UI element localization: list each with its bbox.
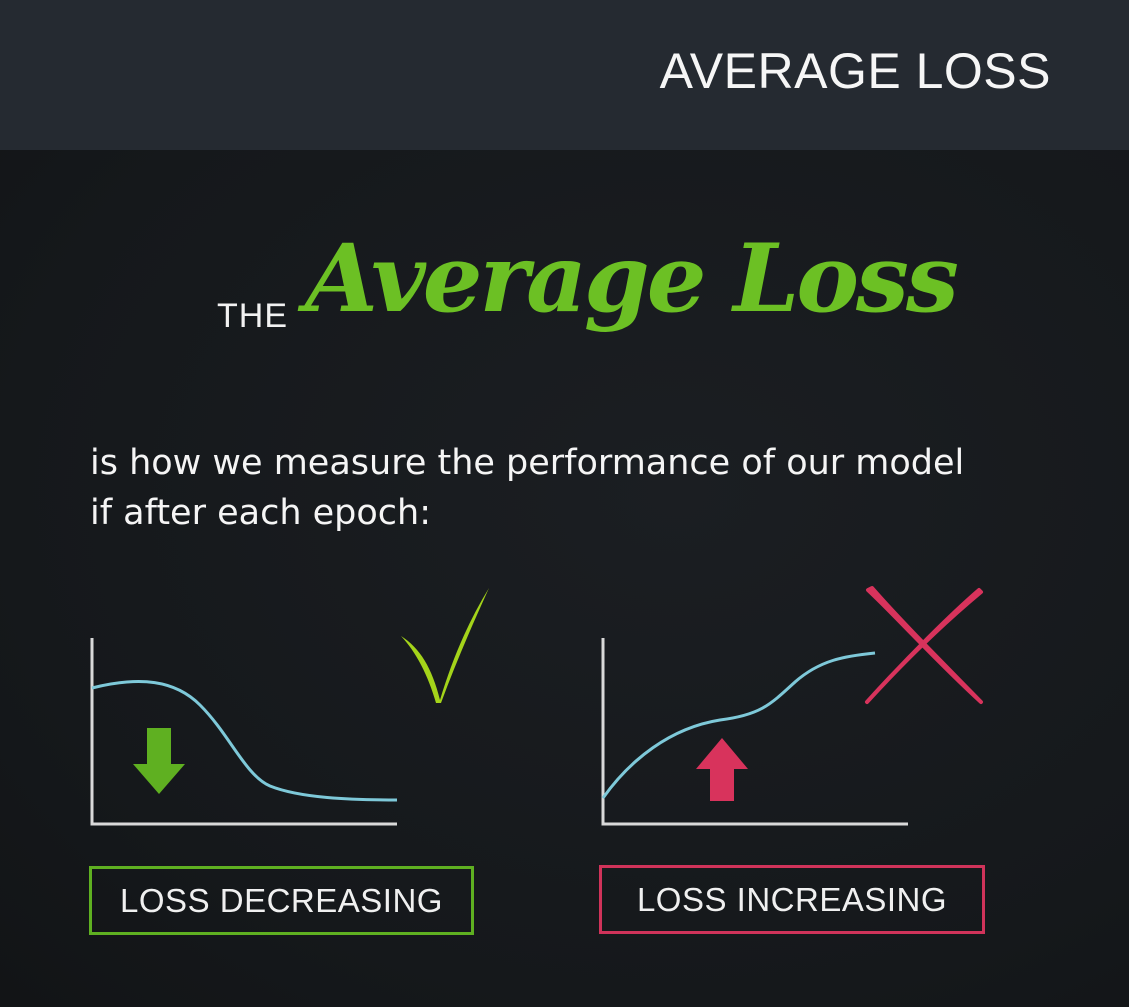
header-bar: AVERAGE LOSS	[0, 0, 1129, 150]
arrow-down-icon	[133, 728, 185, 794]
description-line-1: is how we measure the performance of our…	[90, 443, 965, 483]
description-line-2: if after each epoch:	[90, 493, 432, 533]
increasing-graph	[601, 638, 908, 826]
decreasing-curve	[91, 679, 398, 802]
loss-increasing-label: LOSS INCREASING	[599, 865, 985, 934]
description: is how we measure the performance of our…	[90, 438, 1050, 538]
loss-decreasing-label: LOSS DECREASING	[89, 866, 474, 935]
checkmark-icon	[401, 588, 489, 703]
increasing-axes	[601, 638, 908, 826]
title-script: Average Loss	[305, 224, 959, 334]
arrow-up-icon	[696, 738, 748, 801]
slide-body	[0, 150, 1129, 1007]
decreasing-axes	[90, 638, 397, 826]
decreasing-graph	[90, 638, 398, 826]
header-title: AVERAGE LOSS	[659, 43, 1051, 99]
increasing-curve	[601, 651, 876, 799]
title-prefix: THE	[217, 297, 288, 335]
cross-icon	[865, 586, 983, 704]
